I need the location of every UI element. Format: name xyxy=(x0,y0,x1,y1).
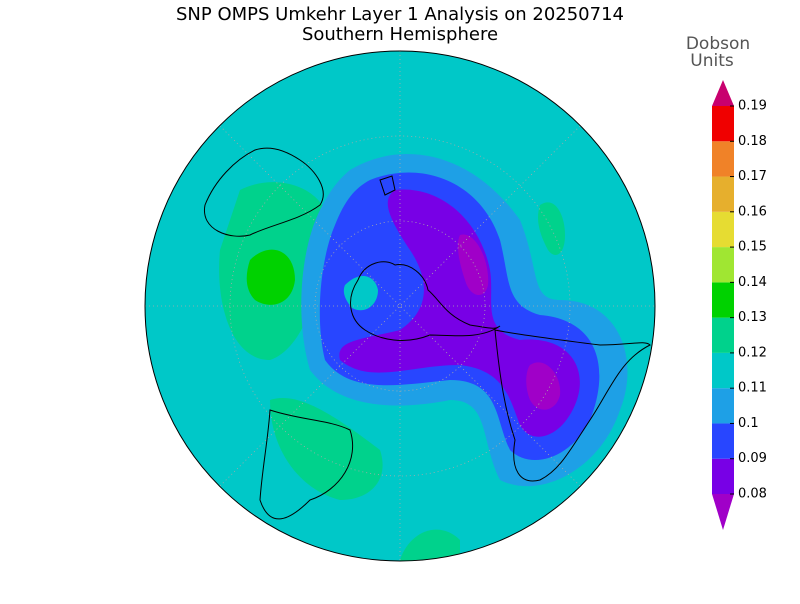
contour-high xyxy=(246,249,295,305)
colorbar-label: Units xyxy=(690,51,734,71)
colorbar-tick-label: 0.13 xyxy=(738,310,767,325)
colorbar-band xyxy=(712,388,734,424)
colorbar-extend-low xyxy=(712,494,734,530)
colorbar-band xyxy=(712,282,734,318)
colorbar-band xyxy=(712,106,734,142)
contour-high xyxy=(270,398,383,500)
colorbar-label: Dobson xyxy=(686,34,750,54)
colorbar-tick-label: 0.09 xyxy=(738,451,767,466)
colorbar-tick-label: 0.14 xyxy=(738,275,767,290)
colorbar-band xyxy=(712,141,734,177)
colorbar-tick-label: 0.18 xyxy=(738,134,767,149)
colorbar-tick-label: 0.11 xyxy=(738,381,767,396)
map-border xyxy=(144,50,656,562)
colorbar-tick-label: 0.15 xyxy=(738,240,767,255)
colorbar-band xyxy=(712,458,734,494)
colorbar-band xyxy=(712,352,734,389)
graticule xyxy=(219,125,581,487)
coastline xyxy=(494,329,651,482)
colorbar-band xyxy=(712,247,734,283)
colorbar-band xyxy=(712,211,734,248)
colorbar-tick-label: 0.08 xyxy=(738,487,767,502)
contour-low xyxy=(339,189,580,437)
colorbar-tick-label: 0.17 xyxy=(738,169,767,184)
colorbar-tick-label: 0.16 xyxy=(738,204,767,219)
colorbar: Dobson Units 0.08 0.09 0.1 0.11 0.12 0.13 0.14… xyxy=(686,34,767,530)
colorbar-band xyxy=(712,317,734,353)
colorbar-extend-high xyxy=(712,80,734,106)
colorbar-tick-label: 0.19 xyxy=(738,99,767,114)
graticule xyxy=(219,125,581,487)
subtitle: Southern Hemisphere xyxy=(302,24,498,45)
contour-min xyxy=(457,234,489,296)
contour-high xyxy=(400,529,460,561)
coastline xyxy=(379,175,396,196)
coastline xyxy=(259,409,354,520)
contour-min xyxy=(526,362,561,410)
colorbar-tick-label: 0.1 xyxy=(738,416,759,431)
colorbar-tick-label: 0.12 xyxy=(738,345,767,360)
colorbar-band xyxy=(712,423,734,459)
coastline xyxy=(204,147,324,237)
coastline xyxy=(350,261,501,341)
colorbar-band xyxy=(712,176,734,212)
contour-high xyxy=(537,202,565,255)
title: SNP OMPS Umkehr Layer 1 Analysis on 2025… xyxy=(176,4,624,25)
contour-high xyxy=(343,275,378,311)
map xyxy=(145,51,655,561)
